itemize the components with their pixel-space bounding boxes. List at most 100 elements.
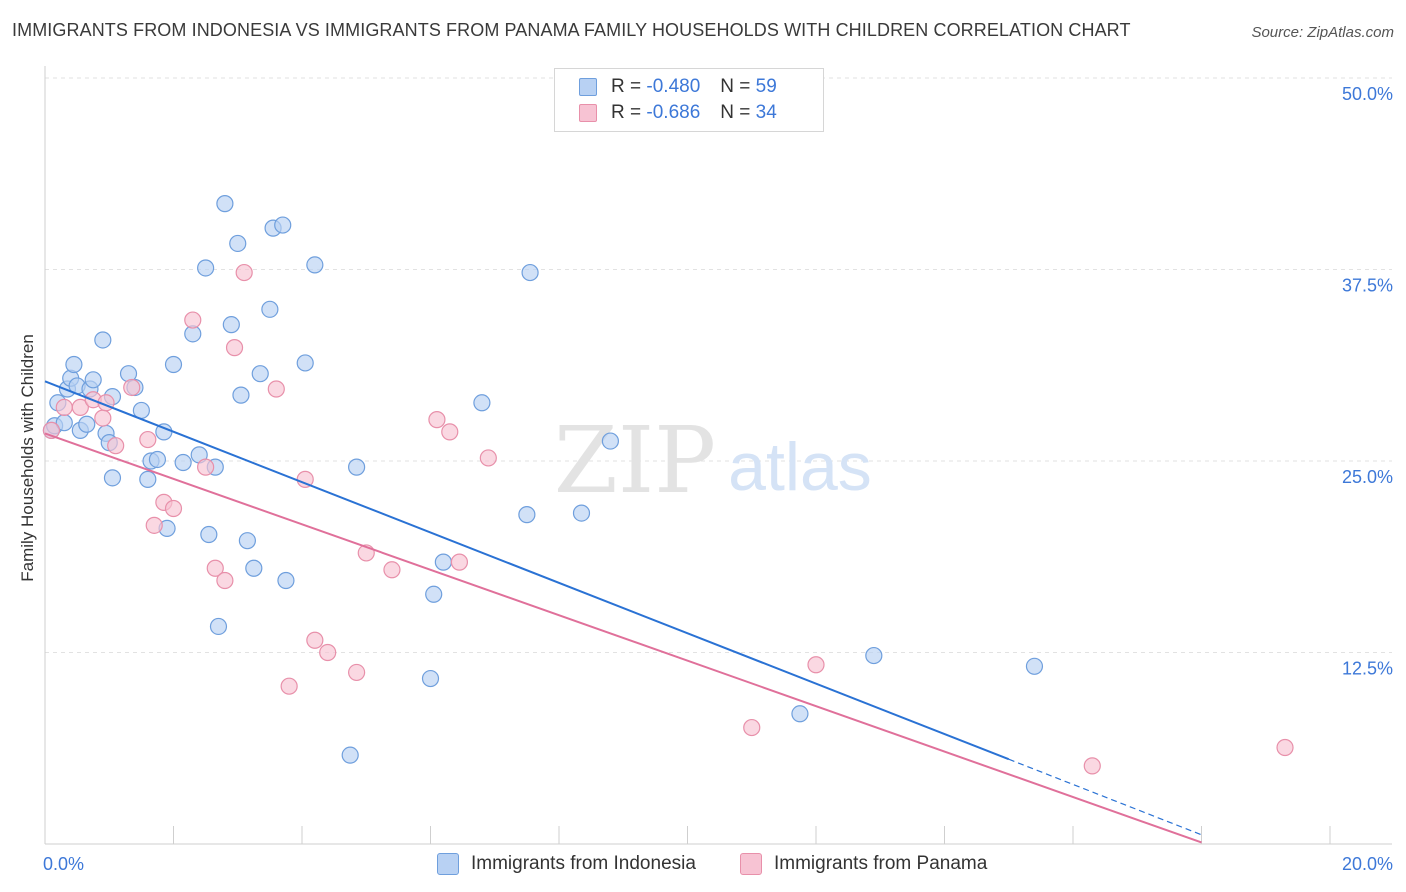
data-point-indonesia [200, 525, 218, 544]
chart-title: IMMIGRANTS FROM INDONESIA VS IMMIGRANTS … [12, 20, 1131, 40]
series-legend-label-panama: Immigrants from Panama [774, 853, 988, 874]
data-point-indonesia [229, 234, 247, 253]
data-point-indonesia [261, 300, 279, 318]
watermark-atlas: atlas [728, 429, 872, 505]
data-point-indonesia [78, 415, 96, 433]
series-legend-panama: Immigrants from Panama [740, 852, 987, 876]
data-point-indonesia [274, 216, 292, 234]
legend-n-value-indonesia: 59 [755, 76, 777, 97]
data-point-indonesia [84, 371, 102, 389]
data-point-indonesia [791, 705, 809, 723]
y-tick-label: 37.5% [1342, 276, 1393, 296]
x-tick-label-max: 20.0% [1342, 854, 1393, 874]
legend-r-label-panama: R = [611, 102, 642, 123]
data-point-panama [216, 571, 234, 590]
data-point-indonesia [473, 394, 491, 412]
data-point-indonesia [434, 553, 452, 571]
y-tick-label: 12.5% [1342, 659, 1393, 679]
data-point-panama [123, 378, 141, 397]
data-point-panama [348, 663, 366, 682]
correlation-legend: R = -0.480 N = 59 R = -0.686 N = 34 [554, 68, 824, 132]
trend-line-panama [44, 432, 1202, 844]
legend-swatch-panama [579, 104, 597, 122]
data-point-indonesia [251, 365, 269, 383]
data-point-panama [71, 398, 89, 416]
data-point-indonesia [209, 617, 228, 636]
data-point-panama [1083, 757, 1101, 775]
data-point-indonesia [103, 469, 122, 487]
series-legend-swatch-indonesia [437, 853, 459, 875]
data-point-panama [280, 677, 298, 695]
data-point-indonesia [425, 585, 443, 603]
data-point-indonesia [306, 256, 324, 274]
data-point-panama [450, 553, 469, 571]
data-point-panama [267, 380, 285, 398]
data-point-indonesia [164, 355, 183, 374]
data-point-indonesia [197, 259, 215, 277]
data-point-indonesia [348, 458, 366, 476]
data-point-indonesia [341, 746, 359, 764]
data-point-panama [743, 718, 761, 737]
y-tick-label: 50.0% [1342, 84, 1393, 104]
data-point-panama [479, 449, 497, 467]
data-point-panama [94, 409, 112, 427]
watermark: ZIP atlas [554, 407, 872, 514]
data-point-indonesia [277, 571, 295, 590]
data-point-indonesia [139, 470, 157, 488]
data-point-indonesia [216, 195, 234, 213]
legend-n-label-indonesia: N = [720, 76, 751, 97]
data-point-indonesia [232, 386, 250, 404]
data-point-panama [428, 411, 446, 429]
data-point-panama [197, 458, 215, 476]
series-legend-label-indonesia: Immigrants from Indonesia [471, 853, 696, 874]
y-tick-label: 25.0% [1342, 467, 1393, 487]
trend-layer [44, 380, 1202, 844]
data-point-indonesia [1025, 657, 1044, 675]
data-point-indonesia [245, 559, 263, 577]
data-point-panama [55, 398, 73, 416]
source-credit: Source: ZipAtlas.com [1251, 24, 1394, 41]
series-legend-indonesia: Immigrants from Indonesia [437, 852, 696, 876]
data-point-indonesia [94, 331, 112, 349]
watermark-zip: ZIP [554, 407, 716, 514]
data-point-panama [319, 643, 337, 662]
data-point-panama [441, 423, 459, 441]
data-point-indonesia [222, 316, 240, 334]
data-point-panama [206, 559, 224, 577]
legend-r-value-indonesia: -0.480 [646, 76, 701, 97]
data-point-panama [807, 656, 825, 674]
data-point-panama [235, 263, 253, 282]
data-point-panama [225, 339, 244, 357]
data-point-indonesia [238, 532, 256, 550]
axis-layer [44, 66, 1392, 845]
y-axis-title: Family Households with Children [18, 334, 37, 582]
data-point-panama [107, 437, 125, 455]
tick-label-layer: 12.5% 25.0% 37.5% 50.0% 0.0% 20.0% [43, 84, 1393, 874]
data-point-panama [306, 631, 324, 649]
grid-layer [45, 77, 1392, 653]
data-point-indonesia [521, 263, 539, 282]
legend-n-value-panama: 34 [755, 102, 777, 123]
data-point-panama [383, 561, 401, 579]
data-point-panama [1276, 738, 1294, 757]
x-tick-label-min: 0.0% [43, 854, 84, 874]
data-point-indonesia [65, 355, 83, 374]
data-point-indonesia [296, 354, 314, 372]
series-legend-swatch-panama [740, 853, 762, 875]
data-point-panama [139, 430, 157, 449]
legend-r-label-indonesia: R = [611, 76, 642, 97]
data-point-panama [145, 516, 163, 534]
legend-n-label-panama: N = [720, 102, 751, 123]
data-point-indonesia [174, 453, 192, 472]
legend-row-indonesia: R = -0.480 N = 59 [579, 75, 777, 99]
data-point-indonesia [601, 432, 620, 450]
trend-line-indonesia [44, 380, 1010, 761]
data-point-indonesia [865, 646, 883, 665]
trend-line-extension-indonesia [1008, 758, 1202, 836]
legend-row-panama: R = -0.686 N = 34 [579, 101, 777, 125]
points-layer [42, 195, 1294, 775]
legend-r-value-panama: -0.686 [646, 102, 701, 123]
data-point-panama [184, 311, 202, 329]
legend-swatch-indonesia [579, 78, 597, 96]
